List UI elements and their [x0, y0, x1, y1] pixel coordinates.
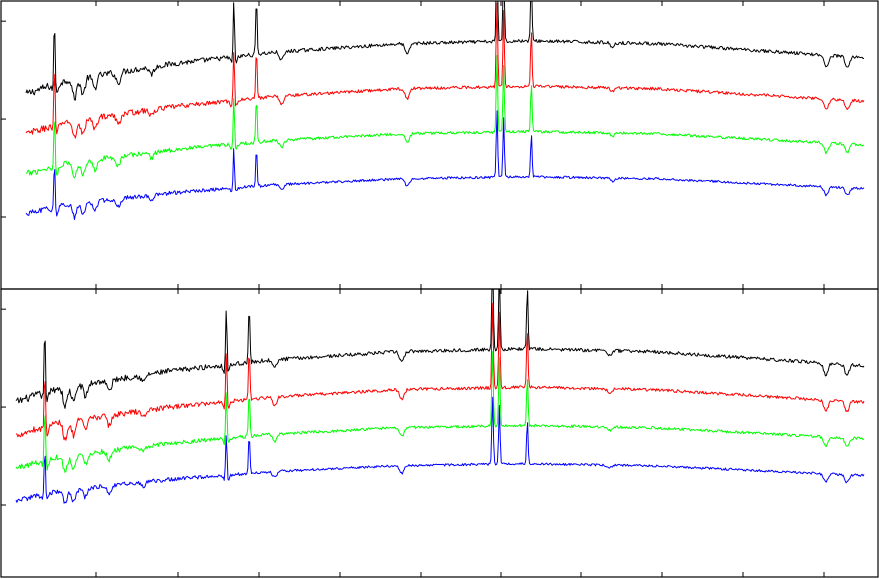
- spectrum-series-4: [15, 396, 865, 504]
- spectrum-series-3: [25, 54, 865, 179]
- spectrum-series-2: [15, 302, 865, 441]
- top-panel: [0, 0, 879, 290]
- spectrum-series-1: [15, 289, 865, 409]
- spectrum-series-4: [25, 110, 865, 220]
- spectrum-series-3: [15, 351, 865, 473]
- spectrum-series-2: [25, 2, 865, 139]
- bottom-panel: [0, 288, 879, 578]
- axes-frame: [0, 288, 879, 578]
- spectrum-series-1: [25, 1, 865, 101]
